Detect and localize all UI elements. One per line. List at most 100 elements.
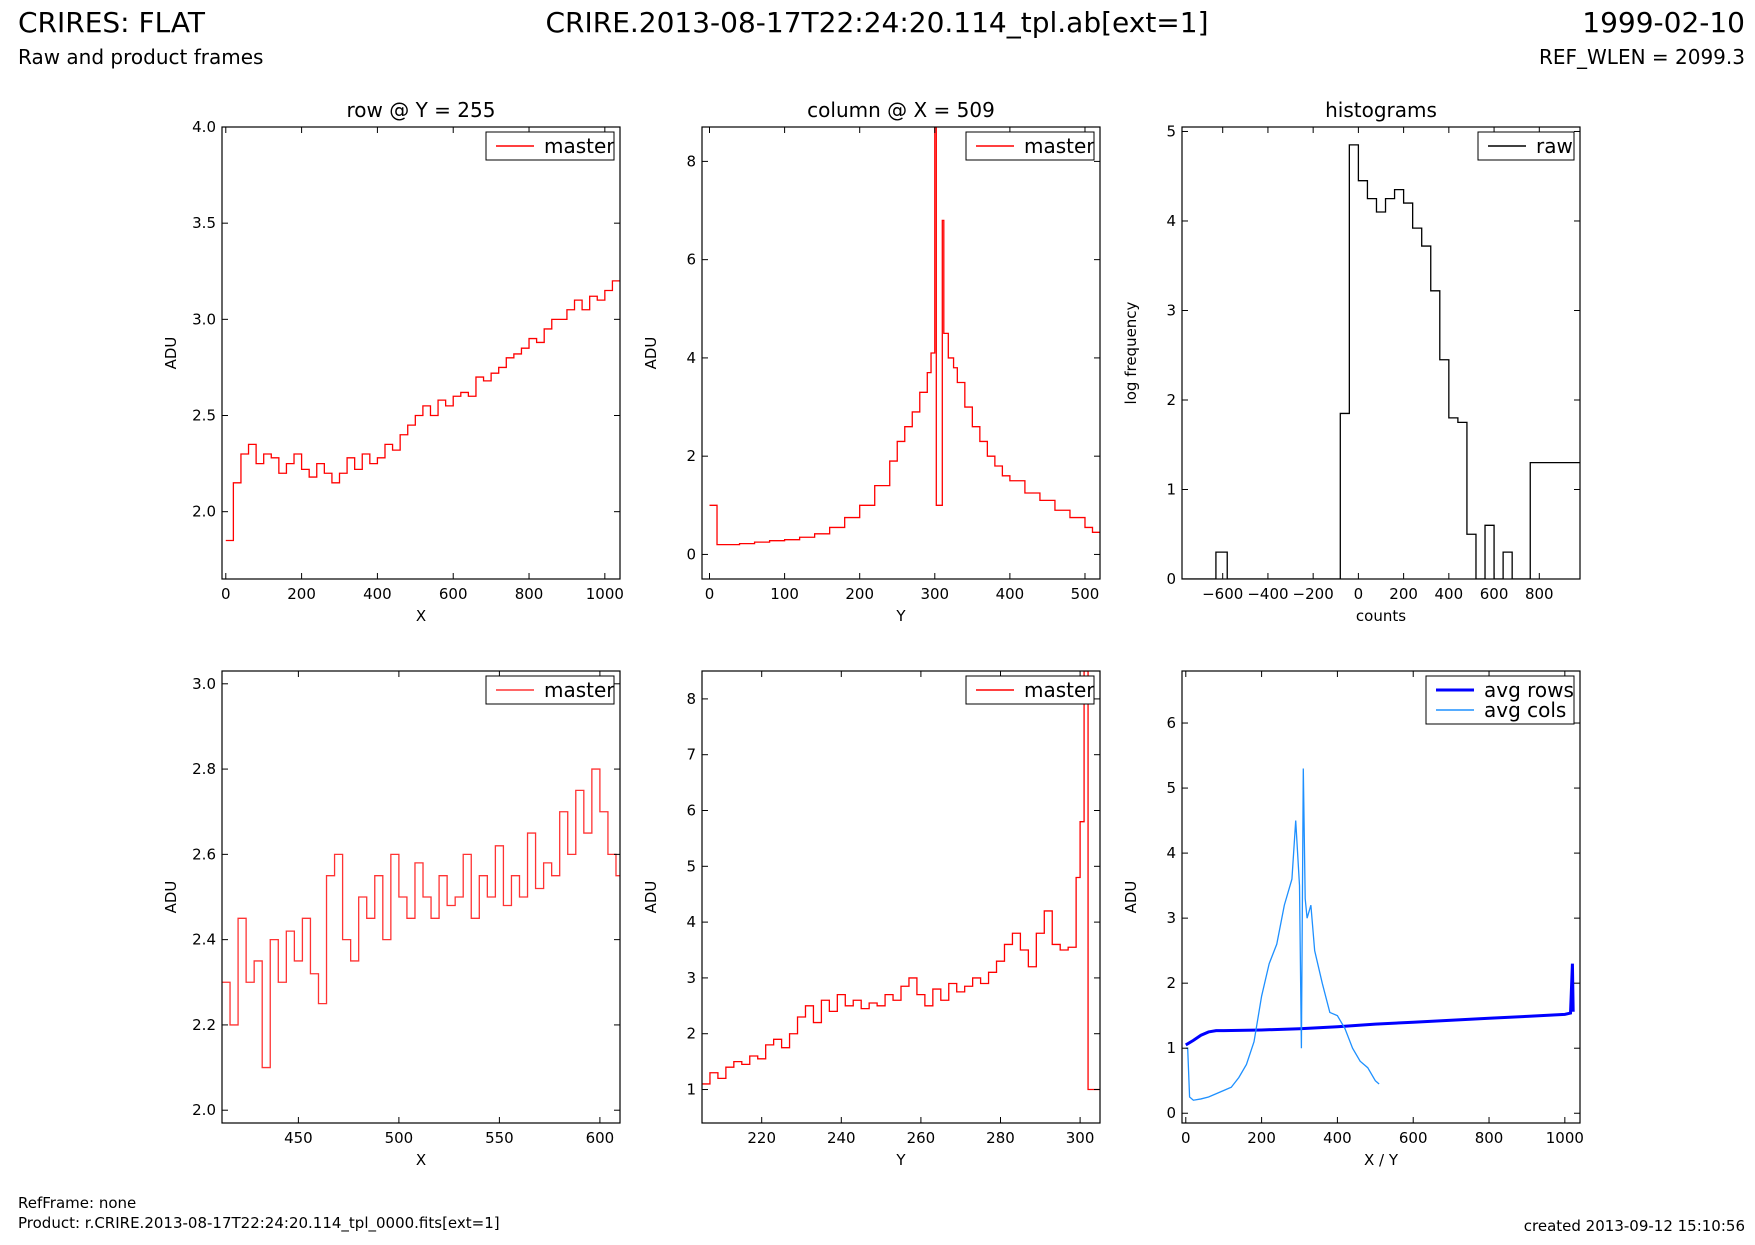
y-tick-label: 0: [1166, 570, 1176, 588]
y-tick-label: 5: [1166, 779, 1176, 797]
x-tick-label: 200: [1389, 585, 1418, 603]
created-label: created 2013-09-12 15:10:56: [1523, 1217, 1745, 1235]
y-tick-label: 6: [686, 251, 696, 269]
y-axis-label: ADU: [162, 337, 180, 370]
x-tick-label: 800: [1525, 585, 1554, 603]
legend: master: [485, 675, 615, 705]
refframe-label: RefFrame: none: [18, 1194, 137, 1212]
x-tick-label: 400: [363, 585, 392, 603]
y-tick-label: 0: [686, 545, 696, 563]
chart-title: row @ Y = 255: [347, 98, 496, 122]
x-tick-label: 240: [827, 1129, 856, 1147]
series-line-master: [225, 280, 620, 542]
y-axis-label: ADU: [162, 881, 180, 914]
legend: raw: [1477, 131, 1575, 161]
frame-name: CRIRE.2013-08-17T22:24:20.114_tpl.ab[ext…: [545, 6, 1209, 39]
chart-title: column @ X = 509: [807, 98, 995, 122]
x-tick-label: 0: [221, 585, 231, 603]
x-tick-label: 800: [515, 585, 544, 603]
axes-frame: [701, 670, 1101, 1124]
x-tick-label: 300: [1066, 1129, 1095, 1147]
axes-frame: [1181, 670, 1581, 1124]
y-tick-label: 3: [686, 969, 696, 987]
y-tick-label: 2.0: [192, 1101, 216, 1119]
axes-frame: [221, 670, 621, 1124]
x-tick-label: 600: [1480, 585, 1509, 603]
y-tick-label: 2.0: [192, 503, 216, 521]
legend: master: [485, 131, 615, 161]
x-tick-label: 500: [385, 1129, 414, 1147]
y-tick-label: 4: [686, 913, 696, 931]
chart-panel-2: 0 100 200 300 400 500 0 2 4 6 8 column @ X = 509 Y AD…: [642, 98, 1101, 625]
x-tick-label: 200: [1247, 1129, 1276, 1147]
x-tick-label: 500: [1071, 585, 1100, 603]
x-tick-label: 1000: [1546, 1129, 1584, 1147]
series-line-avg-rows: [1185, 963, 1575, 1047]
series-line-master: [222, 768, 620, 1069]
y-tick-label: 2: [1166, 391, 1176, 409]
y-tick-label: 5: [686, 857, 696, 875]
page-title: CRIRES: FLAT: [18, 6, 205, 39]
x-axis-label: counts: [1356, 607, 1406, 625]
y-tick-label: 3.5: [192, 214, 216, 232]
x-tick-label: 100: [770, 585, 799, 603]
y-axis-label: ADU: [642, 337, 660, 370]
x-tick-label: 0: [1181, 1129, 1191, 1147]
axes-frame: [1181, 126, 1581, 580]
x-tick-label: 1000: [586, 585, 624, 603]
y-tick-label: 1: [686, 1081, 696, 1099]
y-tick-label: 4: [686, 349, 696, 367]
y-tick-label: 2.2: [192, 1016, 216, 1034]
y-tick-label: 8: [686, 152, 696, 170]
y-axis-label: log frequency: [1122, 301, 1140, 404]
legend: master: [965, 675, 1095, 705]
x-axis-label: Y: [895, 607, 906, 625]
x-tick-label: 600: [439, 585, 468, 603]
axes-frame: [701, 126, 1101, 580]
y-tick-label: 1: [1166, 480, 1176, 498]
y-tick-label: 2.8: [192, 760, 216, 778]
date-label: 1999-02-10: [1582, 6, 1745, 39]
x-axis-label: Y: [895, 1151, 906, 1169]
chart-panel-4: 450 500 550 600 2.0 2.2 2.4 2.6 2.8 3.0 X ADU master: [162, 670, 621, 1169]
x-tick-label: 200: [287, 585, 316, 603]
y-tick-label: 2.6: [192, 845, 216, 863]
x-tick-label: 300: [920, 585, 949, 603]
y-tick-label: 1: [1166, 1039, 1176, 1057]
legend-label: avg rows: [1484, 678, 1574, 702]
chart-panel-6: 0 200 400 600 800 1000 0 1 2 3 4 5 6 X / Y ADU avg rows…: [1122, 670, 1584, 1169]
x-tick-label: −600: [1202, 585, 1243, 603]
y-tick-label: 3: [1166, 909, 1176, 927]
y-tick-label: 2.4: [192, 931, 216, 949]
page-subtitle: Raw and product frames: [18, 45, 264, 69]
x-tick-label: 220: [747, 1129, 776, 1147]
x-tick-label: 200: [845, 585, 874, 603]
ref-wlen-label: REF_WLEN = 2099.3: [1538, 45, 1745, 69]
y-tick-label: 4.0: [192, 118, 216, 136]
y-tick-label: 3: [1166, 301, 1176, 319]
x-tick-label: 800: [1475, 1129, 1504, 1147]
y-tick-label: 7: [686, 746, 696, 764]
series-line-avg-cols: [1185, 768, 1380, 1101]
x-axis-label: X / Y: [1364, 1151, 1399, 1169]
series-line-master: [709, 127, 1100, 546]
x-tick-label: 550: [485, 1129, 514, 1147]
x-tick-label: 400: [1323, 1129, 1352, 1147]
y-tick-label: 4: [1166, 844, 1176, 862]
y-tick-label: 2: [686, 1025, 696, 1043]
x-tick-label: 0: [705, 585, 715, 603]
y-tick-label: 2: [1166, 974, 1176, 992]
x-tick-label: 400: [1435, 585, 1464, 603]
x-tick-label: 600: [586, 1129, 615, 1147]
x-tick-label: 280: [986, 1129, 1015, 1147]
series-line-raw: [1182, 144, 1580, 579]
x-axis-label: X: [416, 1151, 426, 1169]
legend-label: master: [1024, 678, 1095, 702]
axes-frame: [221, 126, 621, 580]
y-tick-label: 2.5: [192, 407, 216, 425]
x-tick-label: 450: [284, 1129, 313, 1147]
y-tick-label: 3.0: [192, 675, 216, 693]
chart-panel-3: −600 −400 −200 0 200 400 600 800 0 1 2 3 4 5 histogram…: [1122, 98, 1581, 625]
